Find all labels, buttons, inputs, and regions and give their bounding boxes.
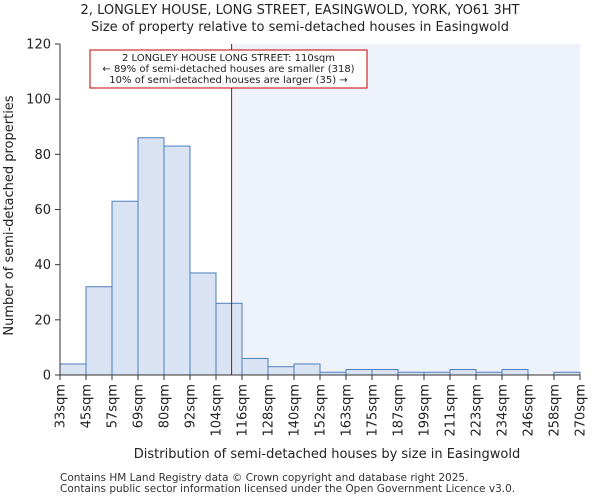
x-tick-label-187sqm: 187sqm bbox=[392, 384, 407, 437]
x-tick-label-175sqm: 175sqm bbox=[366, 384, 381, 437]
histogram-bar-163sqm bbox=[345, 368, 373, 376]
larger-region-shading bbox=[231, 44, 580, 375]
histogram-bar-211sqm bbox=[449, 368, 477, 376]
x-tick-label-211sqm: 211sqm bbox=[444, 384, 459, 437]
histogram-bar-33sqm bbox=[59, 363, 87, 376]
x-tick-label-140sqm: 140sqm bbox=[288, 384, 303, 437]
histogram-bar-104sqm bbox=[215, 302, 243, 376]
annotation-line-2: ← 89% of semi-detached houses are smalle… bbox=[102, 64, 354, 75]
x-tick-label-246sqm: 246sqm bbox=[522, 384, 537, 437]
histogram-bar-57sqm bbox=[111, 200, 139, 376]
x-tick-label-45sqm: 45sqm bbox=[80, 384, 95, 428]
x-tick-label-69sqm: 69sqm bbox=[132, 384, 147, 428]
histogram-bar-80sqm bbox=[163, 145, 191, 376]
footer-copyright: Contains HM Land Registry data © Crown c… bbox=[60, 472, 469, 484]
histogram-bar-69sqm bbox=[137, 137, 165, 376]
x-tick-label-199sqm: 199sqm bbox=[418, 384, 433, 437]
footer-licence: Contains public sector information licen… bbox=[60, 483, 516, 495]
y-tick-label: 40 bbox=[34, 258, 51, 273]
histogram-bar-234sqm bbox=[501, 368, 529, 376]
histogram-bar-128sqm bbox=[267, 366, 295, 376]
chart-title: 2, LONGLEY HOUSE, LONG STREET, EASINGWOL… bbox=[80, 3, 520, 18]
x-tick-label-223sqm: 223sqm bbox=[470, 384, 485, 437]
x-tick-label-33sqm: 33sqm bbox=[54, 384, 69, 428]
x-tick-label-116sqm: 116sqm bbox=[236, 384, 251, 437]
y-tick-label: 20 bbox=[34, 313, 51, 328]
x-tick-label-258sqm: 258sqm bbox=[548, 384, 563, 437]
x-tick-label-234sqm: 234sqm bbox=[496, 384, 511, 437]
x-axis-label: Distribution of semi-detached houses by … bbox=[134, 447, 520, 462]
histogram-bar-92sqm bbox=[189, 272, 217, 376]
y-tick-label: 100 bbox=[26, 93, 51, 108]
y-tick-label: 0 bbox=[43, 369, 51, 384]
annotation-box bbox=[89, 49, 368, 89]
histogram-bar-175sqm bbox=[371, 368, 399, 376]
annotation-line-3: 10% of semi-detached houses are larger (… bbox=[109, 75, 347, 86]
x-tick-label-92sqm: 92sqm bbox=[184, 384, 199, 428]
x-tick-label-128sqm: 128sqm bbox=[262, 384, 277, 437]
y-axis-label: Number of semi-detached properties bbox=[2, 95, 17, 335]
x-tick-label-163sqm: 163sqm bbox=[340, 384, 355, 437]
x-tick-label-57sqm: 57sqm bbox=[106, 384, 121, 428]
histogram-bar-45sqm bbox=[85, 286, 113, 376]
x-tick-label-80sqm: 80sqm bbox=[158, 384, 173, 428]
histogram-bar-140sqm bbox=[293, 363, 321, 376]
y-tick-label: 80 bbox=[34, 148, 51, 163]
x-tick-label-270sqm: 270sqm bbox=[574, 384, 589, 437]
y-tick-label: 60 bbox=[34, 203, 51, 218]
y-tick-label: 120 bbox=[26, 38, 51, 53]
annotation-line-1: 2 LONGLEY HOUSE LONG STREET: 110sqm bbox=[122, 53, 335, 64]
x-tick-label-104sqm: 104sqm bbox=[210, 384, 225, 437]
chart-subtitle: Size of property relative to semi-detach… bbox=[90, 20, 510, 35]
x-tick-label-152sqm: 152sqm bbox=[314, 384, 329, 437]
histogram-bar-116sqm bbox=[241, 357, 269, 376]
